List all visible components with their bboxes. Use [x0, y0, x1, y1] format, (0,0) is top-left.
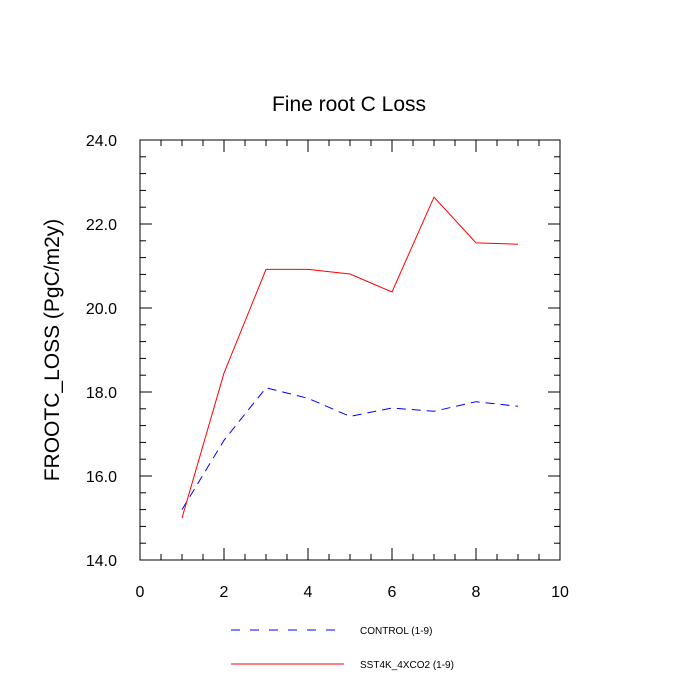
y-tick-label: 22.0 — [86, 217, 117, 234]
x-tick-label: 8 — [472, 584, 481, 601]
x-tick-label: 0 — [136, 584, 145, 601]
plot-frame — [139, 139, 561, 561]
series-lines — [181, 196, 519, 519]
legend-label-1: CONTROL (1-9) — [360, 626, 432, 637]
y-tick-label: 20.0 — [86, 301, 117, 318]
x-tick-label: 4 — [304, 584, 313, 601]
tick-labels: 0 2 4 6 8 10 14.0 16.0 18.0 20.0 22.0 24.0 — [86, 133, 569, 601]
x-tick-label: 2 — [220, 584, 229, 601]
x-tick-label: 6 — [388, 584, 397, 601]
legend-label-2: SST4K_4XCO2 (1-9) — [360, 660, 454, 671]
series-line-2 — [181, 196, 519, 519]
y-tick-label: 24.0 — [86, 133, 117, 150]
axis-ticks — [139, 139, 561, 561]
legend: CONTROL (1-9) SST4K_4XCO2 (1-9) — [231, 626, 454, 671]
y-tick-label: 14.0 — [86, 553, 117, 570]
chart-title: Fine root C Loss — [272, 93, 426, 116]
series-line-1 — [181, 387, 519, 510]
y-tick-label: 16.0 — [86, 469, 117, 486]
y-axis-label: FROOTC_LOSS (PgC/m2y) — [41, 219, 64, 482]
x-tick-label: 10 — [551, 584, 569, 601]
y-tick-label: 18.0 — [86, 385, 117, 402]
